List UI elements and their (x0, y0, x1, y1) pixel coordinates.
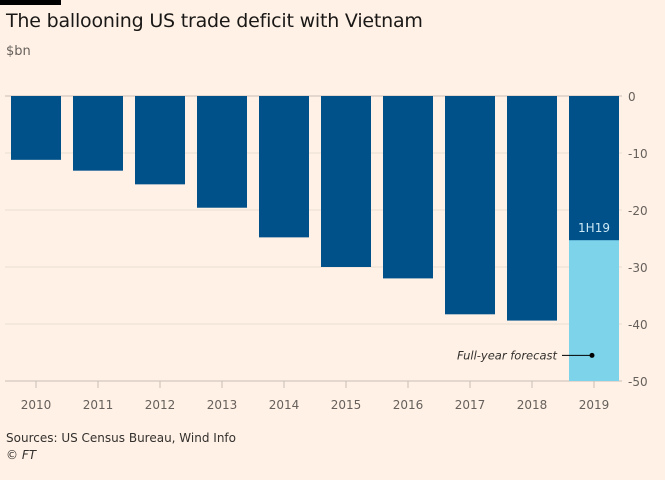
bar-2015 (321, 96, 371, 267)
credit: © FT (6, 448, 37, 462)
x-tick-label: 2019 (579, 398, 610, 412)
annotation-forecast: Full-year forecast (457, 348, 558, 362)
bar-2010 (11, 96, 61, 160)
y-tick-label: -50 (628, 375, 648, 389)
bar-2016 (383, 96, 433, 279)
annotation-1h19: 1H19 (578, 221, 610, 235)
x-tick-label: 2010 (21, 398, 52, 412)
y-tick-label: -40 (628, 318, 648, 332)
bar-2013 (197, 96, 247, 208)
x-tick-label: 2018 (517, 398, 548, 412)
x-tick-label: 2011 (83, 398, 114, 412)
y-tick-label: 0 (628, 90, 636, 104)
bar-2019 (569, 96, 619, 241)
y-tick-label: -20 (628, 204, 648, 218)
x-tick-label: 2017 (455, 398, 486, 412)
x-tick-label: 2014 (269, 398, 300, 412)
bar-2011 (73, 96, 123, 171)
x-tick-label: 2012 (145, 398, 176, 412)
unit-label: $bn (6, 44, 31, 59)
chart-title: The ballooning US trade deficit with Vie… (6, 10, 423, 32)
y-tick-label: -30 (628, 261, 648, 275)
bar-2017 (445, 96, 495, 315)
bar-2014 (259, 96, 309, 238)
x-tick-label: 2015 (331, 398, 362, 412)
bar-2018 (507, 96, 557, 321)
annotation-dot (589, 352, 595, 358)
x-tick-label: 2013 (207, 398, 238, 412)
sources: Sources: US Census Bureau, Wind Info (6, 431, 236, 445)
y-tick-label: -10 (628, 147, 648, 161)
bar-2012 (135, 96, 185, 185)
ft-brand-bar (0, 0, 61, 5)
x-tick-label: 2016 (393, 398, 424, 412)
